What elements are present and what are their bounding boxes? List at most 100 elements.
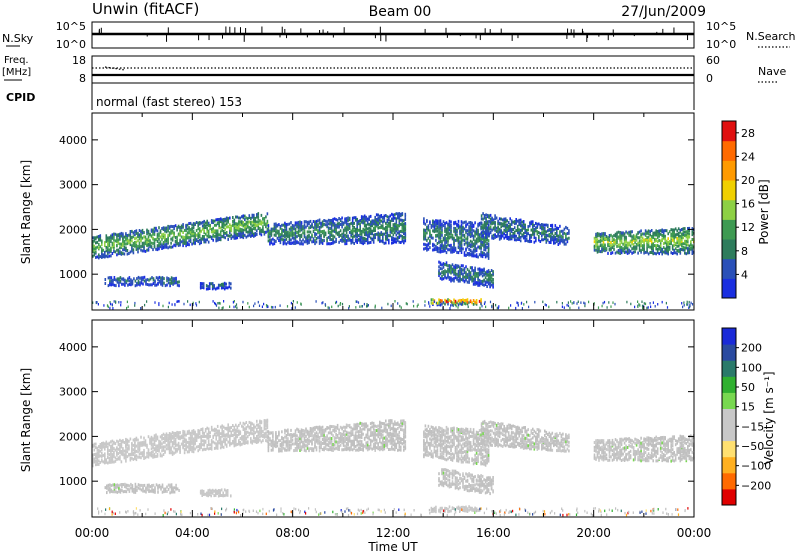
- data-cell: [691, 230, 694, 234]
- data-cell: [192, 222, 195, 226]
- data-cell: [110, 450, 112, 454]
- data-cell: [98, 253, 100, 257]
- data-cell: [228, 281, 231, 285]
- noise-cell: [331, 305, 333, 309]
- data-cell: [668, 242, 671, 246]
- data-cell: [242, 214, 245, 218]
- data-cell: [401, 235, 404, 238]
- data-cell: [131, 229, 133, 233]
- data-cell: [293, 442, 295, 446]
- data-cell: [123, 453, 126, 457]
- data-cell: [233, 433, 236, 437]
- data-cell: [457, 239, 460, 243]
- data-cell: [248, 431, 251, 435]
- data-cell: [662, 229, 665, 233]
- data-cell: [185, 446, 187, 450]
- data-cell: [613, 238, 615, 242]
- data-cell: [465, 298, 467, 302]
- data-cell: [212, 226, 214, 230]
- data-cell: [110, 440, 112, 444]
- data-cell: [484, 276, 487, 280]
- data-cell: [161, 243, 163, 247]
- data-cell: [453, 270, 455, 273]
- data-cell: [401, 220, 404, 224]
- data-cell: [273, 442, 276, 446]
- data-cell: [640, 250, 642, 254]
- noise-cell: [221, 307, 223, 310]
- noise-cell: [232, 301, 234, 304]
- data-cell: [201, 448, 204, 452]
- noise-cell: [601, 304, 603, 308]
- nave-tick-top: 60: [706, 54, 720, 67]
- data-cell: [518, 221, 520, 225]
- data-cell: [107, 456, 109, 459]
- data-cell: [125, 459, 127, 463]
- data-cell: [453, 250, 455, 253]
- data-cell: [659, 229, 662, 233]
- data-cell: [519, 218, 522, 222]
- data-cell: [530, 220, 533, 224]
- data-cell: [466, 235, 469, 239]
- data-cell: [482, 235, 484, 239]
- data-cell: [400, 229, 402, 233]
- data-cell: [487, 256, 490, 260]
- data-cell: [297, 430, 300, 434]
- data-cell: [306, 446, 309, 450]
- data-cell: [474, 282, 476, 286]
- data-cell: [311, 447, 313, 451]
- data-cell: [248, 220, 251, 224]
- data-cell: [101, 247, 103, 251]
- data-cell: [519, 221, 522, 225]
- data-cell: [305, 220, 307, 224]
- data-cell: [113, 460, 115, 464]
- data-cell: [168, 437, 171, 441]
- data-cell: [650, 234, 653, 238]
- data-cell: [360, 217, 363, 220]
- data-cell: [216, 238, 219, 242]
- data-cell: [112, 282, 114, 286]
- data-cell: [423, 234, 425, 238]
- data-cell: [114, 250, 117, 254]
- data-cell: [619, 231, 621, 234]
- data-cell: [481, 274, 484, 278]
- data-cell: [213, 234, 216, 238]
- data-cell: [299, 441, 301, 445]
- data-cell: [469, 277, 472, 281]
- data-cell: [501, 234, 504, 238]
- data-cell: [287, 431, 289, 435]
- data-cell: [674, 251, 677, 255]
- data-cell: [616, 235, 618, 239]
- data-cell: [372, 229, 375, 233]
- data-cell: [472, 242, 475, 246]
- data-cell: [164, 233, 166, 237]
- data-cell: [466, 273, 469, 277]
- data-cell: [132, 248, 135, 252]
- data-cell: [119, 449, 121, 453]
- data-cell: [472, 302, 475, 306]
- data-cell: [300, 240, 303, 244]
- data-cell: [92, 248, 94, 251]
- noise-cell: [597, 306, 600, 309]
- data-cell: [453, 245, 455, 249]
- data-cell: [451, 248, 454, 252]
- data-cell: [204, 238, 207, 242]
- data-cell: [462, 274, 464, 278]
- noise-cell: [480, 302, 482, 305]
- data-cell: [266, 430, 269, 434]
- data-cell: [236, 226, 239, 230]
- data-cell: [164, 226, 166, 230]
- data-cell: [320, 442, 322, 446]
- data-cell: [635, 242, 638, 246]
- data-cell: [210, 438, 213, 442]
- data-cell: [123, 248, 126, 252]
- noise-cell: [126, 300, 128, 304]
- data-cell: [206, 234, 208, 238]
- nsearch-label: N.Search: [746, 30, 796, 43]
- data-cell: [174, 243, 177, 247]
- data-cell: [141, 249, 144, 253]
- data-cell: [206, 446, 208, 450]
- data-cell: [433, 247, 436, 251]
- noise-cell: [484, 300, 486, 304]
- data-cell: [681, 248, 683, 251]
- data-cell: [665, 229, 668, 233]
